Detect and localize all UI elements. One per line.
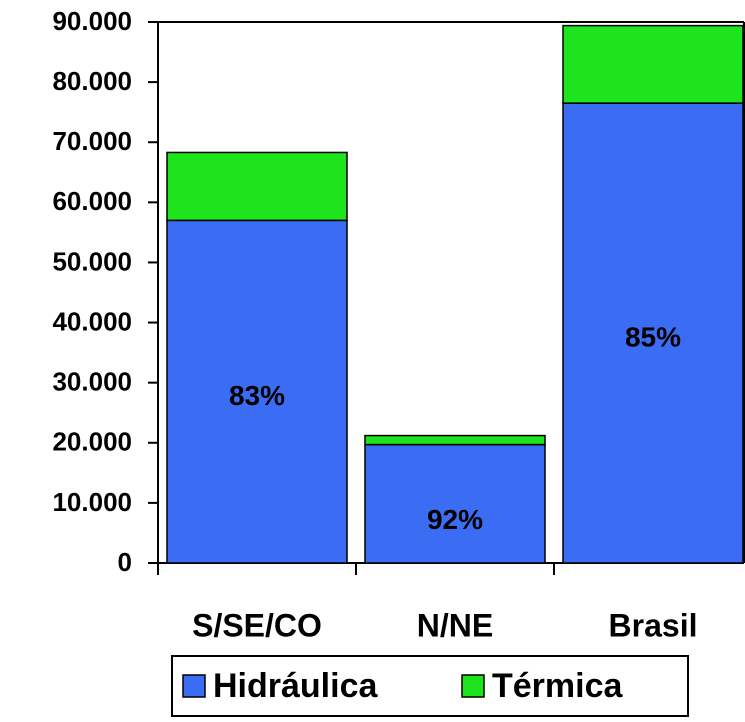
y-tick-label: 80.000	[52, 66, 132, 96]
bar-segment	[562, 24, 744, 104]
x-tick-label: Brasil	[609, 607, 698, 643]
bar-segment	[166, 219, 348, 564]
y-tick-label: 70.000	[52, 126, 132, 156]
y-tick-label: 60.000	[52, 186, 132, 216]
legend-label: Térmica	[492, 667, 623, 705]
bar-segment	[364, 434, 546, 446]
y-tick-label: 20.000	[52, 427, 132, 457]
legend-swatch	[182, 674, 206, 698]
y-tick-label: 0	[118, 547, 132, 577]
y-tick-label: 50.000	[52, 246, 132, 276]
bar-annotation: 85%	[625, 321, 681, 352]
y-tick-label: 30.000	[52, 367, 132, 397]
y-tick-label: 40.000	[52, 306, 132, 336]
bar-annotation: 83%	[229, 380, 285, 411]
x-tick-label: S/SE/CO	[192, 607, 322, 643]
y-tick-label: 90.000	[52, 6, 132, 36]
bar-segment	[562, 102, 744, 564]
legend-box	[171, 655, 689, 717]
y-tick-label: 10.000	[52, 487, 132, 517]
bar-segment	[166, 151, 348, 222]
bar-annotation: 92%	[427, 504, 483, 535]
x-tick-label: N/NE	[417, 607, 493, 643]
legend-label: Hidráulica	[213, 667, 378, 705]
bar-segment	[364, 443, 546, 564]
legend-swatch	[461, 674, 485, 698]
